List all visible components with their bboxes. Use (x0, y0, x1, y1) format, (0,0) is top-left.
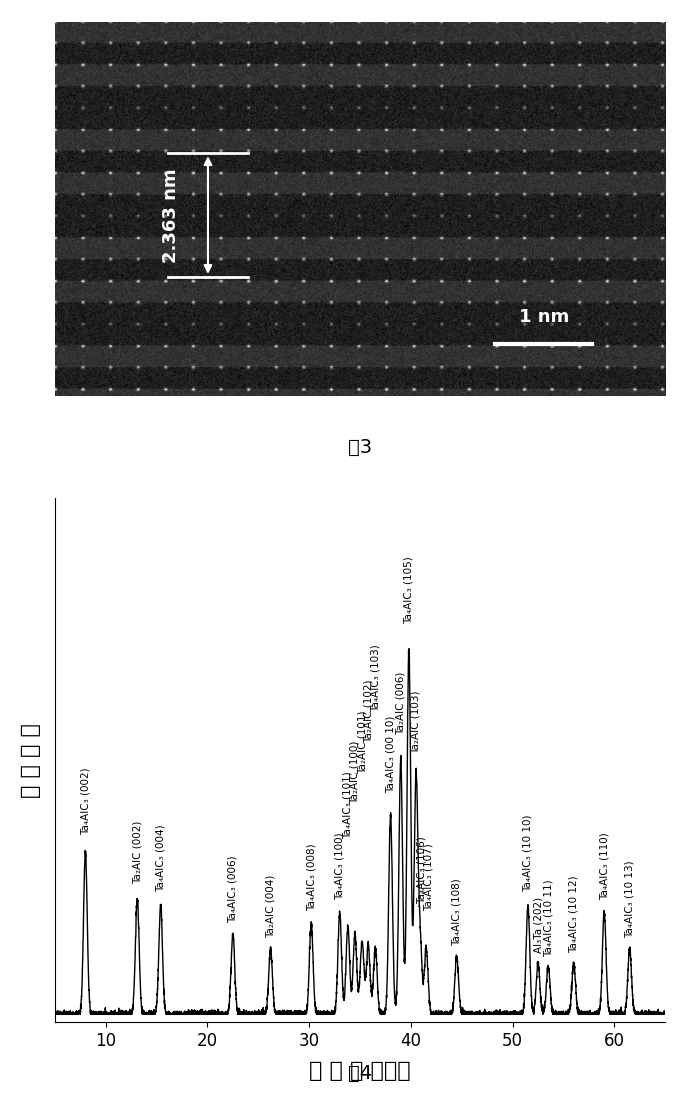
X-axis label: 衍 射 角 （度）: 衍 射 角 （度） (309, 1061, 410, 1081)
Text: Ta₂AlC (101): Ta₂AlC (101) (357, 710, 366, 774)
Text: Ta₄AlC₃ (108): Ta₄AlC₃ (108) (451, 878, 461, 946)
Text: Ta₄AlC₃ (100): Ta₄AlC₃ (100) (334, 832, 345, 899)
Text: Ta₂AlC (100): Ta₂AlC (100) (349, 740, 360, 804)
Text: 图3: 图3 (347, 437, 372, 456)
Text: Ta₂AlC (103): Ta₂AlC (103) (410, 690, 421, 755)
Text: Ta₄AlC₃ (10 13): Ta₄AlC₃ (10 13) (624, 860, 634, 938)
Text: Ta₄AlC₃ (107): Ta₄AlC₃ (107) (423, 844, 433, 911)
Text: Ta₄AlC₃ (00 10): Ta₄AlC₃ (00 10) (385, 715, 395, 793)
Text: 2.363 nm: 2.363 nm (162, 168, 180, 263)
Text: Al₃Ta (202): Al₃Ta (202) (532, 897, 543, 953)
Text: Ta₂AlC (002): Ta₂AlC (002) (132, 821, 142, 885)
Y-axis label: 衍 射 强 度: 衍 射 强 度 (21, 723, 41, 797)
Text: Ta₂AlC (006): Ta₂AlC (006) (395, 672, 406, 735)
Text: Ta₂AlC (004): Ta₂AlC (004) (265, 875, 275, 938)
Text: Ta₄AlC₃ (006): Ta₄AlC₃ (006) (227, 855, 238, 922)
Text: Ta₄AlC₃ (10 11): Ta₄AlC₃ (10 11) (543, 879, 553, 957)
Text: Ta₄AlC₃ (101): Ta₄AlC₃ (101) (342, 770, 352, 838)
Text: Ta₄AlC₃ (004): Ta₄AlC₃ (004) (155, 825, 166, 892)
Text: Ta₂AlC (102): Ta₂AlC (102) (363, 679, 373, 743)
Text: Ta₄AlC₃ (110): Ta₄AlC₃ (110) (599, 831, 608, 899)
Text: Ta₄AlC₃ (008): Ta₄AlC₃ (008) (306, 844, 316, 911)
Text: Ta₄AlC₃ (106): Ta₄AlC₃ (106) (416, 836, 425, 904)
Text: Ta₄AlC₃ (105): Ta₄AlC₃ (105) (403, 556, 413, 624)
Text: Ta₄AlC₃ (10 12): Ta₄AlC₃ (10 12) (568, 876, 578, 953)
Text: 1 nm: 1 nm (518, 307, 568, 325)
Text: Ta₄AlC₃ (002): Ta₄AlC₃ (002) (80, 767, 90, 835)
Text: 图4: 图4 (347, 1063, 372, 1082)
Text: Ta₄AlC₃ (10 10): Ta₄AlC₃ (10 10) (522, 815, 532, 892)
Text: Ta₄AlC₃ (103): Ta₄AlC₃ (103) (370, 645, 380, 713)
